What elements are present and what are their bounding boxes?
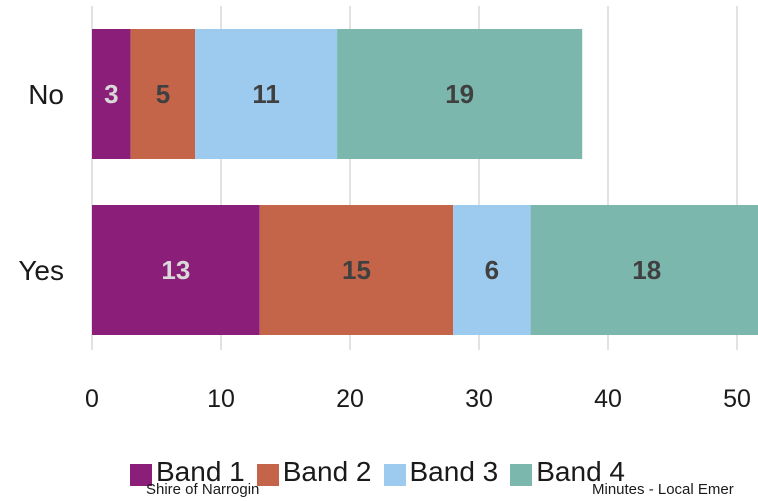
bar-segment (130, 29, 196, 159)
legend-label: Band 2 (282, 456, 372, 487)
value-label: 15 (342, 255, 371, 285)
category-label: Yes (18, 255, 64, 286)
x-tick-label: 30 (465, 385, 493, 413)
value-label: 5 (156, 79, 170, 109)
category-labels: No Yes (18, 79, 64, 286)
value-label: 19 (445, 79, 474, 109)
bar-segment (453, 205, 531, 335)
x-tick-label: 10 (207, 385, 235, 413)
bar-segment (530, 205, 758, 335)
x-tick-label: 0 (85, 385, 99, 413)
x-tick-label: 40 (594, 385, 622, 413)
category-label: No (28, 79, 64, 110)
value-label: 11 (252, 79, 280, 109)
legend: Band 1 Band 2 Band 3 Band 4 (130, 452, 637, 492)
legend-item: Band 2 (256, 456, 372, 488)
footer-right-text: Minutes - Local Emer (592, 481, 734, 498)
legend-label: Band 1 (156, 456, 245, 487)
value-label: 6 (485, 255, 499, 285)
x-tick-labels: 0 10 20 30 40 50 (85, 385, 751, 413)
stacked-bar-chart: 3 5 11 19 13 15 6 18 No Yes 0 10 20 30 40 50 (18, 6, 758, 413)
bar-segment (92, 205, 260, 335)
legend-item: Band 3 (383, 456, 499, 488)
value-labels: 3 5 11 19 13 15 6 18 (104, 79, 661, 285)
value-label: 3 (104, 79, 118, 109)
bar-segment (92, 29, 131, 159)
footer-left-text: Shire of Narrogin (146, 481, 260, 498)
x-tick-label: 50 (723, 385, 751, 413)
legend-item: Band 1 (130, 456, 245, 488)
value-label: 18 (632, 255, 661, 285)
bar-segment (259, 205, 454, 335)
x-tick-label: 20 (336, 385, 364, 413)
bar-segment (195, 29, 338, 159)
legend-swatch (130, 464, 152, 486)
legend-label: Band 3 (409, 456, 499, 487)
legend-label: Band 4 (536, 456, 625, 487)
value-label: 13 (161, 255, 190, 285)
bars (92, 29, 758, 335)
legend-item: Band 4 (510, 456, 625, 488)
legend-swatch (256, 464, 279, 486)
legend-swatch (510, 464, 533, 486)
bar-segment (337, 29, 583, 159)
legend-swatch (383, 464, 406, 486)
